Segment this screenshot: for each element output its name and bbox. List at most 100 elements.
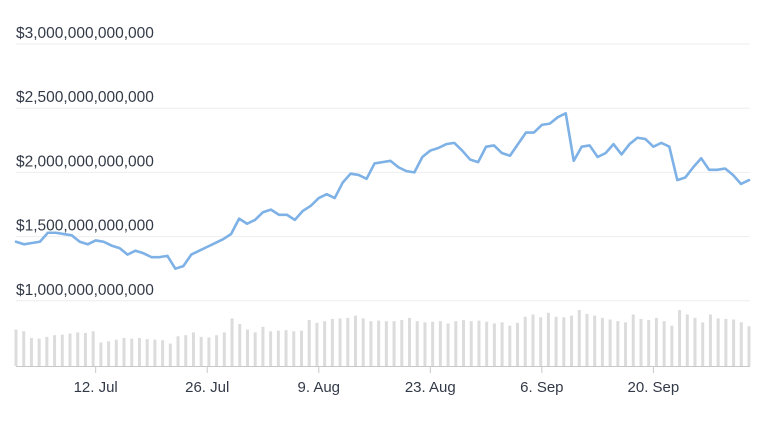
volume-bar bbox=[91, 331, 95, 366]
volume-bar bbox=[562, 317, 566, 366]
volume-bar bbox=[222, 332, 226, 366]
volume-bar bbox=[600, 317, 604, 366]
volume-bar bbox=[53, 335, 57, 366]
volume-bar bbox=[191, 332, 195, 366]
volume-bar bbox=[647, 320, 651, 366]
volume-bar bbox=[299, 330, 303, 366]
y-tick-label: $2,500,000,000,000 bbox=[16, 89, 154, 106]
volume-bar bbox=[616, 321, 620, 366]
volume-bar bbox=[377, 320, 381, 366]
x-tick-label: 9. Aug bbox=[297, 379, 340, 396]
volume-bar bbox=[199, 336, 203, 366]
volume-bar bbox=[292, 331, 296, 366]
volume-bar bbox=[137, 338, 141, 366]
volume-bar bbox=[238, 324, 242, 366]
volume-bar bbox=[508, 325, 512, 366]
volume-bar bbox=[585, 313, 589, 366]
volume-bar bbox=[68, 333, 72, 366]
x-tick-label: 26. Jul bbox=[185, 379, 229, 396]
volume-bar bbox=[570, 315, 574, 366]
volume-bar bbox=[431, 321, 435, 366]
x-tick-label: 20. Sep bbox=[628, 379, 680, 396]
volume-bar bbox=[708, 314, 712, 366]
volume-bar bbox=[153, 339, 157, 366]
volume-bar bbox=[99, 342, 103, 366]
volume-bar bbox=[747, 326, 751, 366]
volume-bar bbox=[670, 325, 674, 366]
volume-bar bbox=[500, 322, 504, 366]
volume-bar bbox=[523, 316, 527, 366]
volume-bar bbox=[516, 322, 520, 366]
x-tick-label: 12. Jul bbox=[74, 379, 118, 396]
volume-bar bbox=[315, 322, 319, 366]
volume-bar bbox=[678, 310, 682, 366]
y-axis-labels: $1,000,000,000,000 $1,500,000,000,000 $2,0… bbox=[16, 25, 154, 299]
y-tick-label: $1,500,000,000,000 bbox=[16, 218, 154, 235]
volume-bar bbox=[14, 329, 18, 366]
volume-bar bbox=[415, 321, 419, 366]
volume-bar bbox=[29, 338, 33, 366]
volume-bar bbox=[369, 321, 373, 366]
volume-bar bbox=[732, 319, 736, 366]
volume-bar bbox=[22, 331, 26, 366]
volume-bar bbox=[361, 318, 365, 366]
volume-bar bbox=[539, 317, 543, 366]
x-tick-label: 23. Aug bbox=[405, 379, 456, 396]
volume-bar bbox=[685, 314, 689, 366]
volume-bar bbox=[284, 330, 288, 366]
volume-bar bbox=[577, 310, 581, 366]
volume-bar bbox=[639, 318, 643, 366]
volume-bar bbox=[492, 323, 496, 366]
volume-bar bbox=[176, 336, 180, 366]
volume-bar bbox=[454, 321, 458, 366]
volume-bar bbox=[253, 332, 257, 366]
volume-bar bbox=[107, 341, 111, 366]
y-tick-label: $3,000,000,000,000 bbox=[16, 25, 154, 42]
volume-bar bbox=[323, 321, 327, 366]
volume-bar bbox=[161, 340, 165, 366]
volume-bar bbox=[168, 343, 172, 366]
volume-bar bbox=[446, 323, 450, 366]
volume-bar bbox=[60, 334, 64, 366]
volume-bar bbox=[215, 335, 219, 366]
volume-bar bbox=[392, 321, 396, 366]
x-axis-labels: 12. Jul 26. Jul 9. Aug 23. Aug 6. Sep 20. Sep bbox=[74, 367, 680, 396]
volume-bar bbox=[701, 322, 705, 366]
volume-bar bbox=[330, 318, 334, 366]
volume-bar bbox=[269, 331, 273, 366]
volume-bars bbox=[14, 310, 751, 366]
volume-bar bbox=[307, 320, 311, 366]
volume-bar bbox=[739, 322, 743, 366]
volume-bar bbox=[462, 320, 466, 366]
volume-bar bbox=[114, 339, 118, 366]
volume-bar bbox=[346, 317, 350, 366]
price-line[interactable] bbox=[14, 112, 751, 270]
volume-bar bbox=[624, 322, 628, 366]
volume-bar bbox=[716, 318, 720, 366]
volume-bar bbox=[184, 335, 188, 366]
volume-bar bbox=[45, 336, 49, 366]
volume-bar bbox=[469, 321, 473, 366]
volume-bar bbox=[338, 318, 342, 366]
volume-bar bbox=[122, 338, 126, 366]
volume-bar bbox=[477, 320, 481, 366]
volume-bar bbox=[276, 330, 280, 366]
volume-bar bbox=[608, 319, 612, 366]
volume-bar bbox=[724, 318, 728, 366]
volume-bar bbox=[554, 316, 558, 366]
volume-bar bbox=[83, 332, 87, 366]
volume-bar bbox=[531, 314, 535, 366]
volume-bar bbox=[546, 312, 550, 366]
gridlines bbox=[16, 43, 750, 302]
volume-bar bbox=[438, 321, 442, 366]
volume-bar bbox=[145, 339, 149, 366]
volume-bar bbox=[485, 321, 489, 366]
volume-bar bbox=[662, 321, 666, 366]
volume-bar bbox=[76, 332, 80, 366]
volume-bar bbox=[408, 317, 412, 366]
volume-bar bbox=[37, 338, 41, 366]
volume-bar bbox=[423, 322, 427, 366]
volume-bar bbox=[631, 314, 635, 366]
